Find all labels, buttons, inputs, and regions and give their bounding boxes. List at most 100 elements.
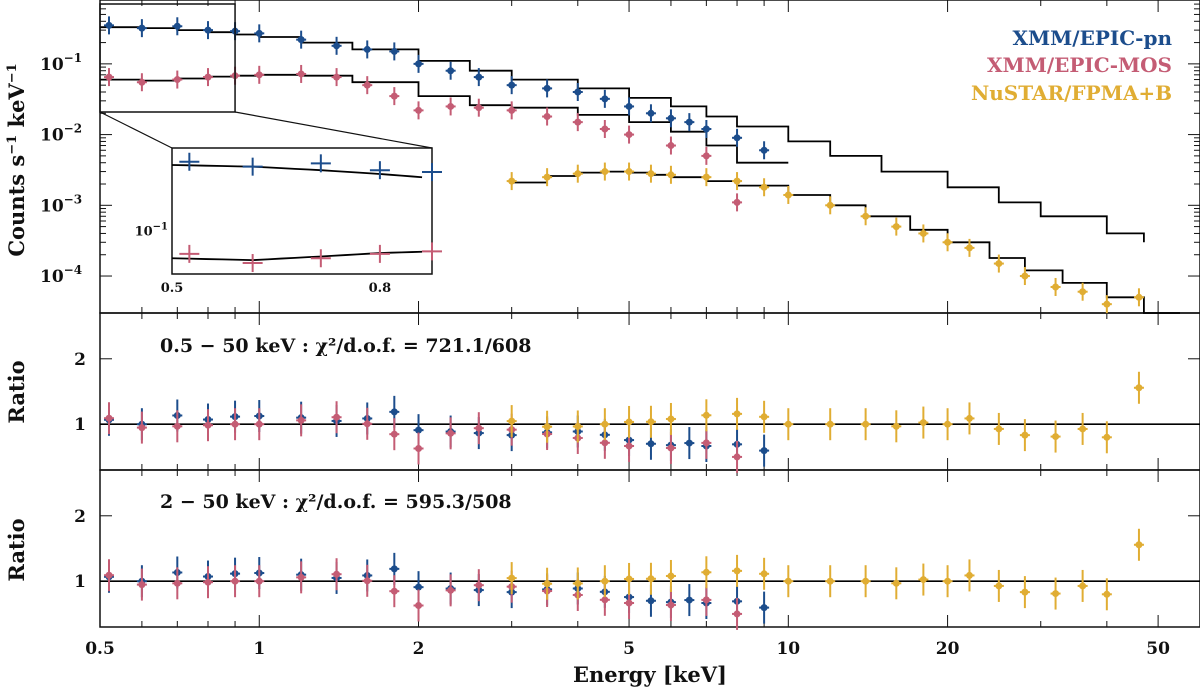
data-point-pn bbox=[445, 61, 456, 80]
x-axis-title: Energy [keV] bbox=[573, 662, 727, 687]
data-point-nustar bbox=[942, 233, 953, 252]
data-point-mos bbox=[254, 65, 265, 84]
zoom-connector bbox=[234, 111, 433, 149]
x-tick-labels: 0.5 1 2 5 10 20 50 bbox=[85, 639, 1170, 659]
zoom-region-box bbox=[99, 3, 236, 113]
data-point-nustar bbox=[891, 217, 902, 236]
inset-point-pn bbox=[310, 154, 331, 173]
ratio-point-nustar bbox=[860, 565, 871, 598]
data-point-pn bbox=[684, 113, 695, 132]
ratio-point-nustar bbox=[964, 402, 975, 435]
ratio-point-nustar bbox=[860, 408, 871, 441]
ratio-point-nustar bbox=[783, 408, 794, 441]
data-point-nustar bbox=[572, 164, 583, 183]
y-tick-label-1e-4: 10−4 bbox=[40, 263, 82, 287]
data-point-mos bbox=[104, 68, 115, 87]
data-point-nustar bbox=[759, 178, 770, 197]
inset-point-mos bbox=[422, 242, 442, 261]
ratio-point-nustar bbox=[993, 412, 1004, 445]
ratio-point-nustar bbox=[732, 397, 743, 430]
ratio-point-nustar bbox=[1077, 412, 1088, 445]
ratio-point-mos bbox=[701, 583, 712, 616]
ratio-point-nustar bbox=[701, 556, 712, 589]
ratio-point-nustar bbox=[542, 567, 553, 600]
inset-x-tick-label: 0.8 bbox=[369, 281, 392, 296]
x-tick-label: 2 bbox=[413, 639, 425, 659]
data-point-pn bbox=[254, 24, 265, 43]
data-point-nustar bbox=[542, 168, 553, 187]
ratio-point-nustar bbox=[1133, 371, 1144, 404]
data-point-mos bbox=[572, 113, 583, 132]
ratio-point-nustar bbox=[1019, 419, 1030, 452]
data-point-mos bbox=[331, 68, 342, 87]
data-point-mos bbox=[665, 136, 676, 155]
data-point-nustar bbox=[783, 185, 794, 204]
ratio-point-nustar bbox=[572, 410, 583, 443]
ratio-point-nustar bbox=[759, 557, 770, 590]
ratio-point-nustar bbox=[825, 565, 836, 598]
data-point-mos bbox=[732, 193, 743, 212]
data-point-pn bbox=[296, 30, 307, 49]
ratio-point-nustar bbox=[599, 408, 610, 441]
inset-x-tick-label: 0.5 bbox=[161, 281, 184, 296]
ratio-point-nustar bbox=[624, 562, 635, 595]
ratio1-y-tick-2: 2 bbox=[74, 350, 86, 370]
ratio-point-nustar bbox=[542, 410, 553, 443]
data-point-pn bbox=[645, 104, 656, 123]
data-point-nustar bbox=[1050, 277, 1061, 296]
data-point-nustar bbox=[506, 172, 517, 191]
ratio-point-mos bbox=[296, 404, 307, 437]
ratio-point-nustar bbox=[701, 399, 712, 432]
data-point-nustar bbox=[825, 196, 836, 215]
ratio-point-mos bbox=[445, 417, 456, 450]
ratio2-y-tick-1: 1 bbox=[74, 572, 86, 592]
ratio-point-mos bbox=[389, 575, 400, 608]
ratio-point-nustar bbox=[624, 405, 635, 438]
inset-plot: 0.5 0.8 10−1 bbox=[99, 3, 442, 296]
ratio-point-nustar bbox=[783, 565, 794, 598]
ratio-point-nustar bbox=[993, 569, 1004, 602]
ratio-point-mos bbox=[202, 566, 213, 599]
ratio-point-mos bbox=[732, 597, 743, 630]
ratio-point-mos bbox=[254, 408, 265, 441]
data-point-mos bbox=[362, 76, 373, 95]
inset-y-tick-label: 10−1 bbox=[135, 221, 168, 239]
ratio-point-nustar bbox=[1077, 569, 1088, 602]
data-point-pn bbox=[599, 89, 610, 108]
ratio-point-nustar bbox=[891, 410, 902, 443]
y-tick-label-1e-3: 10−3 bbox=[40, 192, 82, 216]
data-point-pn bbox=[572, 83, 583, 102]
inset-point-mos bbox=[179, 244, 200, 263]
zoom-connector bbox=[99, 111, 173, 149]
ratio-point-mos bbox=[230, 565, 241, 598]
ratio-point-mos bbox=[230, 408, 241, 441]
data-point-nustar bbox=[1101, 295, 1112, 314]
inset-point-mos bbox=[310, 249, 331, 268]
data-point-mos bbox=[624, 125, 635, 144]
y-tick-label-1e-2: 10−2 bbox=[40, 122, 82, 146]
data-point-nustar bbox=[964, 238, 975, 257]
ratio-point-nustar bbox=[645, 405, 656, 438]
data-point-mos bbox=[473, 98, 484, 117]
data-point-nustar bbox=[665, 165, 676, 184]
y-axis-title-ratio-1: Ratio bbox=[4, 360, 29, 423]
data-point-nustar bbox=[732, 172, 743, 191]
ratio-point-nustar bbox=[506, 405, 517, 438]
data-point-pn bbox=[104, 16, 115, 35]
data-point-pn bbox=[172, 17, 183, 36]
ratio-point-nustar bbox=[942, 408, 953, 441]
inset-point-pn bbox=[179, 152, 200, 171]
ratio-point-mos bbox=[172, 410, 183, 443]
ratio-point-mos bbox=[701, 426, 712, 459]
x-tick-label: 1 bbox=[253, 639, 265, 659]
ratio-point-nustar bbox=[1133, 528, 1144, 561]
data-point-pn bbox=[362, 40, 373, 59]
ratio2-annotation: 2 − 50 keV : χ²/d.o.f. = 595.3/508 bbox=[160, 491, 512, 513]
ratio-point-nustar bbox=[1050, 420, 1061, 453]
ratio-point-nustar bbox=[732, 554, 743, 587]
x-tick-label: 50 bbox=[1146, 639, 1170, 659]
ratio-point-mos bbox=[413, 589, 424, 622]
ratio-point-nustar bbox=[891, 567, 902, 600]
data-point-nustar bbox=[1077, 282, 1088, 301]
ratio-point-nustar bbox=[1019, 576, 1030, 609]
